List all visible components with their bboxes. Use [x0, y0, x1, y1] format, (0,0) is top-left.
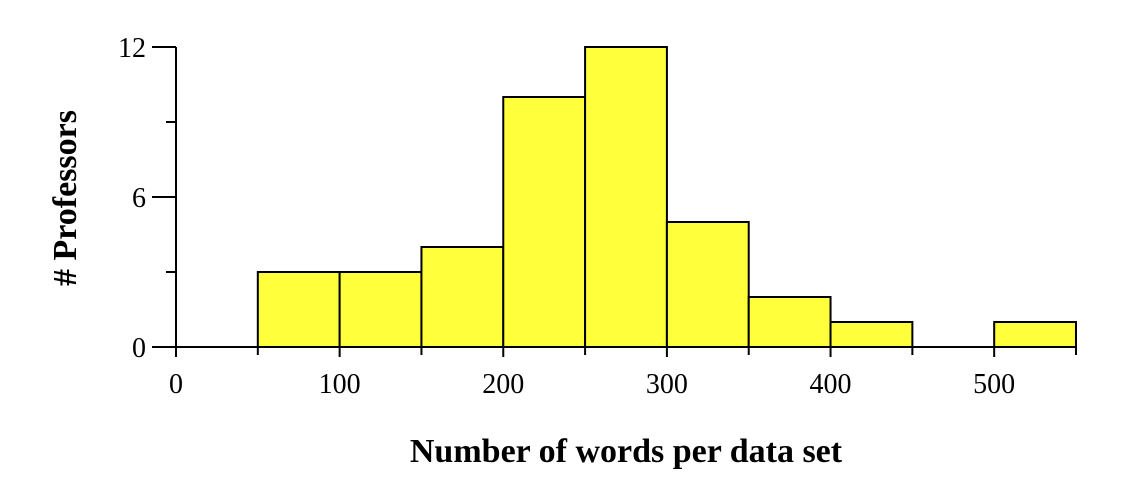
bar: [829, 321, 914, 348]
bar: [747, 296, 832, 348]
bar: [993, 321, 1078, 348]
bar: [420, 246, 505, 348]
x-tick-label: 300: [646, 369, 688, 400]
x-tick-label: 0: [169, 369, 183, 400]
y-axis-label: # Professors: [47, 110, 84, 286]
bar: [502, 96, 587, 348]
bar: [665, 221, 750, 348]
y-tick-label: 0: [132, 333, 146, 364]
x-tick-label: 400: [810, 369, 852, 400]
x-tick-label: 500: [973, 369, 1015, 400]
y-tick-label: 12: [118, 33, 146, 64]
bar: [584, 46, 668, 348]
bar: [338, 271, 423, 348]
y-tick-label: 6: [132, 183, 146, 214]
x-axis-label: Number of words per data set: [410, 433, 843, 470]
x-tick-label: 100: [319, 369, 361, 400]
bar: [256, 271, 341, 348]
x-tick-label: 200: [482, 369, 524, 400]
